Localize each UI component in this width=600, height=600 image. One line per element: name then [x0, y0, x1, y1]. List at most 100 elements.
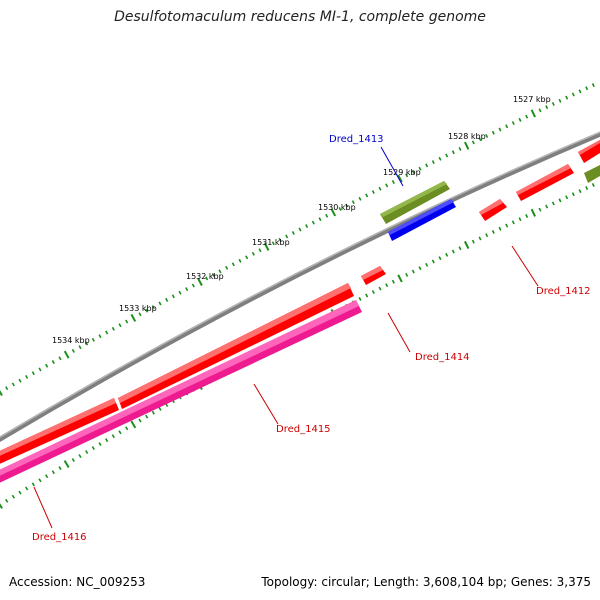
outer-tick	[351, 200, 355, 205]
gene-olive-1	[380, 181, 450, 224]
inner-tick	[378, 286, 382, 291]
outer-tick	[271, 241, 275, 246]
gene-label-dred-1416: Dred_1416	[32, 532, 87, 543]
outer-tick	[125, 319, 129, 324]
outer-tick	[578, 89, 582, 94]
outer-tick	[538, 108, 542, 113]
outer-tick	[138, 312, 142, 317]
outer-tick	[251, 251, 255, 256]
gene-dred-1414-top	[361, 266, 383, 280]
inner-tick	[385, 283, 389, 288]
inner-tick	[11, 494, 15, 499]
outer-tick	[171, 294, 175, 299]
outer-tick	[0, 389, 3, 396]
outer-tick	[385, 183, 389, 188]
scale-label-1528: 1528 kbp	[448, 132, 486, 141]
callout-line-dred-1413	[380, 146, 404, 187]
outer-tick	[263, 242, 270, 251]
inner-tick	[485, 233, 489, 238]
outer-tick	[258, 248, 262, 253]
inner-tick	[358, 296, 362, 301]
inner-tick	[591, 183, 595, 187]
inner-tick	[151, 410, 155, 415]
outer-tick	[511, 121, 515, 126]
inner-tick	[45, 474, 49, 479]
outer-tick	[405, 173, 409, 178]
gene-label-dred-1415: Dred_1415	[276, 424, 331, 435]
inner-tick	[0, 503, 3, 509]
inner-tick	[98, 442, 102, 447]
inner-tick	[85, 450, 89, 454]
scale-label-1529: 1529 kbp	[383, 168, 421, 177]
outer-tick	[165, 297, 169, 302]
inner-tick	[425, 262, 429, 267]
inner-tick	[51, 470, 55, 475]
outer-tick	[305, 224, 309, 229]
outer-tick	[558, 98, 562, 103]
gene-red-right-1-top	[578, 140, 600, 155]
outer-tick	[411, 170, 415, 174]
scale-label-1534: 1534 kbp	[52, 336, 90, 345]
outer-tick	[11, 382, 15, 387]
outer-tick	[345, 203, 349, 208]
inner-tick	[558, 198, 562, 203]
outer-tick	[197, 277, 203, 287]
outer-tick	[31, 371, 35, 376]
inner-tick	[397, 274, 403, 283]
inner-tick	[31, 482, 35, 487]
outer-tick	[371, 190, 375, 195]
inner-tick	[418, 266, 422, 271]
outer-tick	[231, 262, 235, 267]
inner-tick	[130, 420, 137, 429]
inner-tick	[105, 438, 109, 443]
outer-tick	[425, 163, 429, 168]
callout-line-dred-1414	[387, 312, 411, 353]
inner-tick	[71, 458, 75, 463]
genome-backbone-shine	[0, 131, 600, 438]
inner-tick	[571, 192, 575, 197]
outer-tick	[25, 374, 29, 379]
inner-tick	[585, 186, 589, 191]
scale-label-1530: 1530 kbp	[318, 203, 356, 212]
inner-tick	[458, 246, 462, 251]
inner-tick	[78, 454, 82, 458]
inner-tick	[5, 498, 9, 503]
outer-tick	[291, 230, 295, 235]
outer-tick	[464, 141, 470, 150]
outer-tick	[545, 105, 549, 110]
inner-tick	[530, 208, 536, 217]
inner-tick	[511, 220, 515, 225]
outer-tick	[238, 258, 242, 263]
map-title: Desulfotomaculum reducens MI-1, complete…	[114, 9, 486, 25]
inner-tick	[411, 269, 415, 274]
outer-tick	[63, 350, 70, 359]
outer-tick	[111, 326, 115, 331]
outer-scale-ticks	[0, 83, 595, 396]
outer-tick	[418, 166, 422, 171]
inner-tick	[58, 466, 62, 471]
outer-tick	[571, 92, 575, 97]
outer-tick	[311, 220, 315, 225]
outer-tick	[445, 153, 449, 158]
inner-tick	[63, 460, 70, 469]
outer-tick	[71, 348, 75, 353]
gene-dred-1412-top	[516, 164, 571, 195]
outer-tick	[285, 234, 289, 239]
outer-tick	[485, 133, 489, 138]
outer-tick	[298, 227, 302, 232]
inner-tick	[538, 207, 542, 212]
outer-tick	[491, 130, 495, 135]
outer-tick	[105, 330, 109, 335]
inner-tick	[505, 223, 509, 228]
outer-tick	[378, 186, 382, 191]
outer-tick	[391, 180, 395, 184]
gene-label-dred-1413: Dred_1413	[329, 134, 384, 145]
outer-tick	[158, 301, 162, 306]
inner-tick	[438, 256, 442, 261]
gene-dred-1413-top	[388, 199, 454, 235]
inner-tick	[371, 290, 375, 295]
outer-tick	[151, 305, 155, 310]
outer-tick	[330, 208, 337, 217]
inner-tick	[578, 189, 582, 194]
